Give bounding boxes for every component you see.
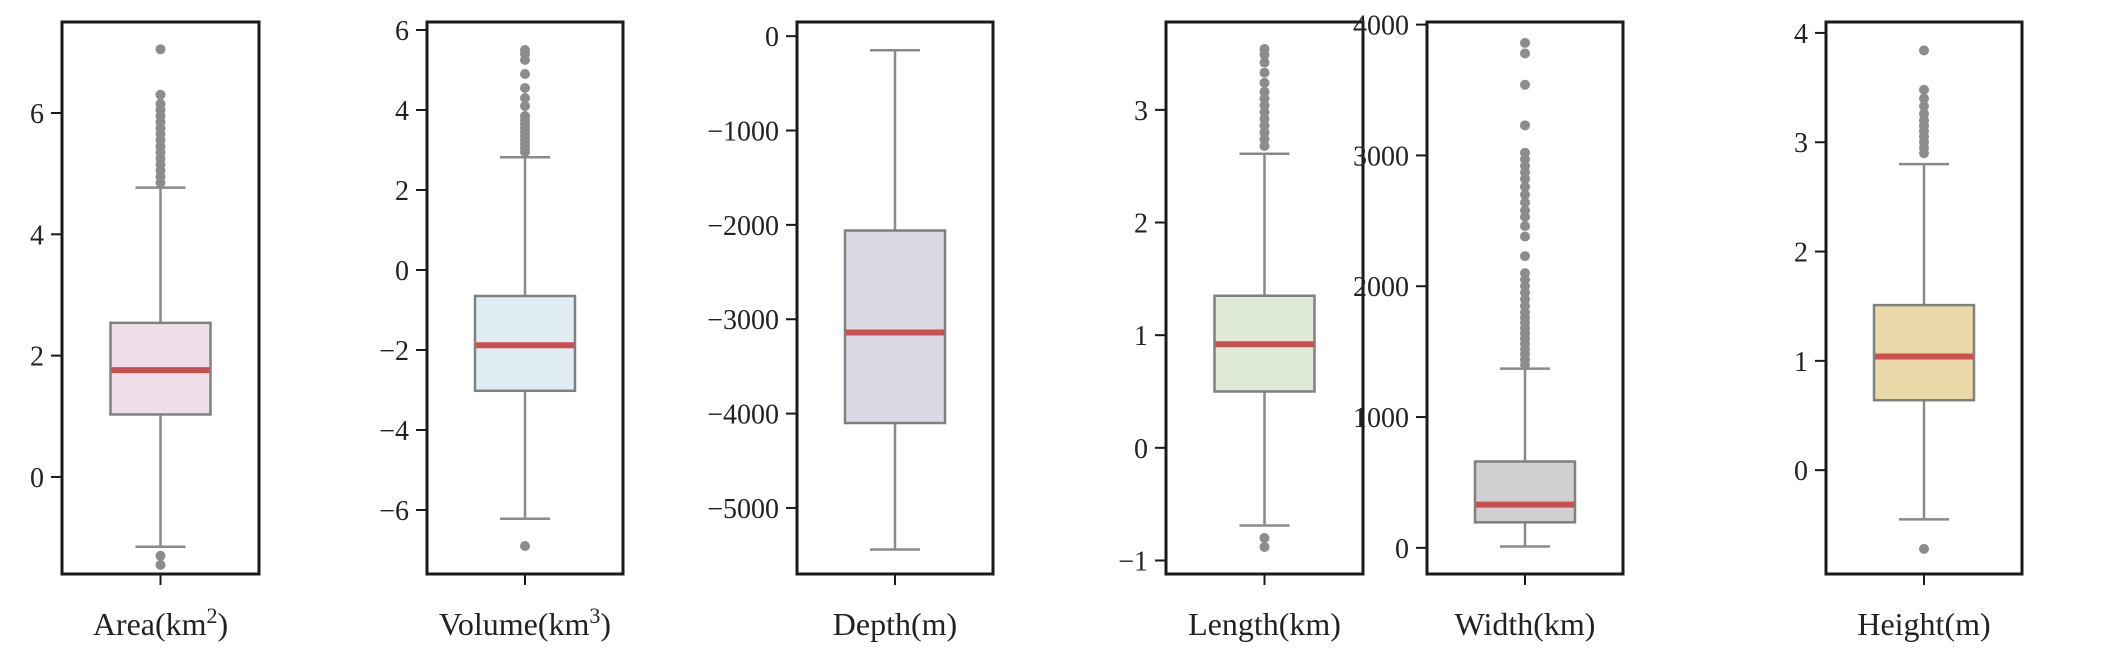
panel-1: 0 2 4 6 Area(km2) [30, 20, 261, 642]
x-axis-label: Area(km2) [93, 603, 228, 642]
iqr-box [1872, 303, 1976, 402]
outlier-point [1919, 45, 1929, 56]
y-tick-label: 0 [30, 463, 44, 494]
outlier-point [1259, 77, 1270, 88]
outlier-point [1520, 37, 1530, 48]
outlier-point [155, 559, 166, 570]
y-tick-label: 6 [30, 99, 44, 130]
y-tick-label: 2 [30, 342, 44, 373]
y-tick-label: 0 [1395, 534, 1409, 565]
outlier-point [1520, 48, 1530, 59]
y-tick-label: −1 [1118, 546, 1148, 577]
outlier-point [1259, 67, 1270, 78]
y-tick-label: −3000 [707, 305, 779, 336]
outlier-point [1919, 543, 1929, 554]
outlier-point [1259, 57, 1270, 68]
x-axis-label: Depth(m) [833, 606, 957, 642]
y-tick-label: 0 [395, 256, 409, 287]
y-tick-label: 4000 [1353, 11, 1409, 42]
outlier-point [1919, 108, 1929, 119]
outlier-point [520, 69, 530, 79]
y-tick-label: 2000 [1353, 272, 1409, 303]
outlier-point [1259, 44, 1270, 55]
y-tick-label: 2 [1134, 209, 1148, 240]
y-tick-label: 1 [1134, 321, 1148, 352]
outlier-point [1520, 147, 1530, 158]
y-tick-label: 3 [1794, 128, 1808, 159]
outlier-point [1259, 86, 1270, 97]
iqr-box [843, 229, 947, 425]
y-tick-label: 1 [1794, 347, 1808, 378]
y-tick-label: 0 [765, 22, 779, 53]
panel-6: 0 1 2 3 4 Height(m) [1794, 19, 2024, 642]
outlier-point [520, 101, 530, 111]
outlier-point [1520, 197, 1530, 208]
y-tick-label: 4 [30, 220, 44, 251]
outlier-point [155, 98, 166, 109]
outlier-point [1520, 181, 1530, 192]
y-tick-label: 0 [1134, 434, 1148, 465]
outlier-point [1520, 231, 1530, 242]
y-tick-label: 0 [1794, 456, 1808, 487]
outlier-point [155, 550, 166, 561]
panel-2: −6 −4 −2 0 2 4 6 Volume(km3) [379, 16, 625, 642]
y-tick-label: −6 [379, 496, 409, 527]
outlier-point [1520, 120, 1530, 131]
outlier-point [1520, 205, 1530, 216]
outlier-point [1919, 93, 1929, 104]
x-axis-label: Length(km) [1188, 606, 1341, 642]
y-tick-label: 3000 [1353, 141, 1409, 172]
y-tick-label: 4 [1794, 19, 1808, 50]
outlier-point [520, 111, 530, 121]
outlier-point [520, 541, 530, 551]
outlier-point [1520, 79, 1530, 90]
outlier-point [1520, 221, 1530, 232]
panel-4: −1 0 1 2 3 Length(km) [1118, 20, 1365, 642]
y-tick-label: −4000 [707, 400, 779, 431]
y-tick-label: −4 [379, 416, 409, 447]
outlier-point [1520, 268, 1530, 279]
y-tick-label: 1000 [1353, 403, 1409, 434]
outlier-point [1919, 84, 1929, 95]
panel-3: −5000 −4000 −3000 −2000 −1000 0 Depth(m) [707, 20, 995, 642]
x-axis-label: Volume(km3) [439, 603, 611, 642]
y-tick-label: −2 [379, 336, 409, 367]
y-tick-label: 2 [1794, 238, 1808, 269]
outlier-point [1259, 541, 1270, 552]
outlier-point [155, 44, 166, 55]
panel-5: 0 1000 2000 3000 4000 Width(km) [1353, 11, 1625, 642]
outlier-point [520, 93, 530, 103]
outlier-point [520, 83, 530, 93]
y-tick-label: 4 [395, 96, 409, 127]
y-tick-label: −5000 [707, 494, 779, 525]
iqr-box [1473, 460, 1577, 524]
y-tick-label: 2 [395, 176, 409, 207]
outlier-point [1520, 189, 1530, 200]
x-axis-label: Width(km) [1455, 606, 1596, 642]
outlier-point [1919, 101, 1929, 112]
y-tick-label: 3 [1134, 96, 1148, 127]
y-tick-label: −1000 [707, 117, 779, 148]
outlier-point [1259, 532, 1270, 543]
outlier-point [520, 45, 530, 55]
x-axis-label: Height(m) [1857, 606, 1990, 642]
outlier-point [1520, 251, 1530, 262]
y-tick-label: −2000 [707, 211, 779, 242]
outlier-point [155, 89, 166, 100]
y-tick-label: 6 [395, 16, 409, 47]
